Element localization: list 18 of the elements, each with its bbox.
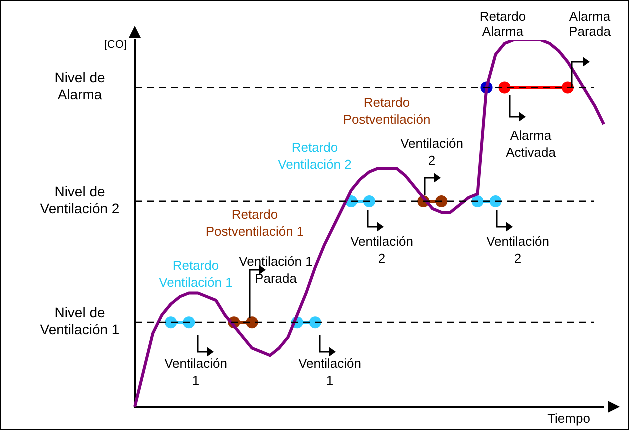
annotation: Ventilación 1 Parada [239, 254, 313, 286]
annotation: Retardo Ventilación 1 [159, 258, 233, 290]
annotation: Retardo Postventilación [343, 95, 431, 127]
annotation: Ventilación 2 [486, 234, 550, 266]
annotation: Ventilación 1 [164, 356, 228, 388]
annotation: Ventilación 1 [298, 356, 362, 388]
ref-line-label: Nivel de Ventilación 1 [40, 304, 120, 338]
annotation: Retardo Ventilación 2 [278, 140, 352, 172]
text: Alarma Parada [569, 9, 612, 39]
annotation: Retardo Postventilación 1 [206, 207, 304, 239]
annotation: Ventilación 2 [350, 234, 414, 266]
annotation: Alarma Activada [506, 128, 557, 160]
x-axis-title: Tiempo [548, 411, 590, 426]
annotation: Ventilación 2 [400, 136, 464, 168]
ref-line-label: Nivel de Alarma [54, 70, 106, 103]
ref-line-label: Nivel de Ventilación 2 [40, 183, 120, 216]
text: Retardo Alarma [480, 9, 526, 39]
y-axis-title: [CO] [104, 39, 127, 51]
